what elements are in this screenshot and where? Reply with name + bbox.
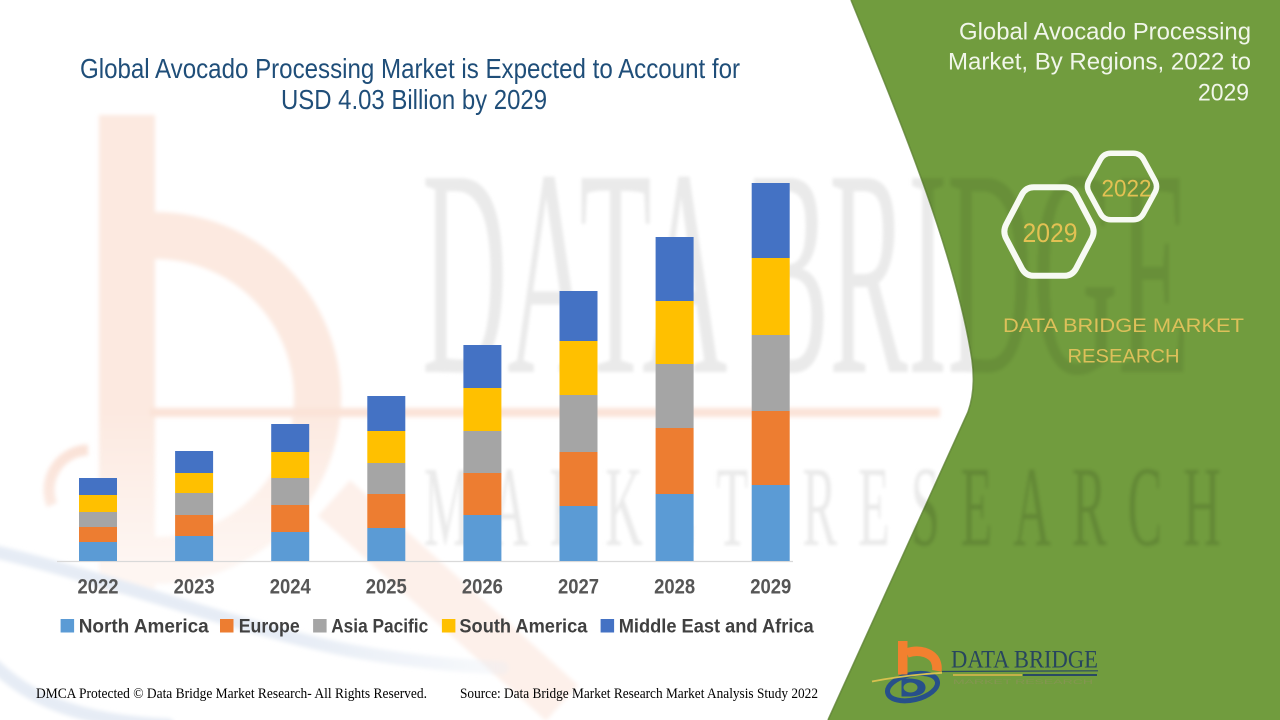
svg-text:2022: 2022 — [1102, 176, 1152, 203]
svg-text:2029: 2029 — [750, 576, 791, 599]
svg-text:2029: 2029 — [1198, 79, 1249, 106]
svg-text:South America: South America — [459, 617, 587, 638]
svg-text:2026: 2026 — [462, 576, 503, 599]
svg-text:USD 4.03 Billion by 2029: USD 4.03 Billion by 2029 — [281, 84, 547, 115]
svg-text:2027: 2027 — [558, 576, 599, 599]
svg-text:North America: North America — [79, 617, 209, 638]
svg-text:Middle East and Africa: Middle East and Africa — [619, 617, 814, 638]
svg-text:Europe: Europe — [239, 617, 300, 638]
svg-text:2025: 2025 — [366, 576, 407, 599]
svg-text:DATA BRIDGE MARKET: DATA BRIDGE MARKET — [1003, 316, 1244, 337]
svg-text:2024: 2024 — [270, 576, 311, 599]
svg-text:DMCA Protected © Data Bridge M: DMCA Protected © Data Bridge Market Rese… — [36, 686, 427, 702]
svg-text:Global Avocado Processing Mark: Global Avocado Processing Market is Expe… — [80, 53, 740, 84]
svg-text:2022: 2022 — [78, 576, 119, 599]
svg-text:2023: 2023 — [174, 576, 215, 599]
svg-text:Global Avocado Processing: Global Avocado Processing — [959, 18, 1251, 45]
svg-text:MARKET RESEARCH: MARKET RESEARCH — [953, 679, 1094, 686]
svg-text:Asia Pacific: Asia Pacific — [331, 617, 428, 638]
svg-text:DATA BRIDGE: DATA BRIDGE — [951, 647, 1098, 674]
svg-text:Market, By Regions, 2022 to: Market, By Regions, 2022 to — [948, 49, 1251, 76]
svg-text:RESEARCH: RESEARCH — [1068, 347, 1180, 368]
svg-text:Source: Data Bridge Market Res: Source: Data Bridge Market Research Mark… — [460, 686, 818, 702]
svg-text:2028: 2028 — [654, 576, 695, 599]
svg-text:2029: 2029 — [1023, 218, 1078, 248]
